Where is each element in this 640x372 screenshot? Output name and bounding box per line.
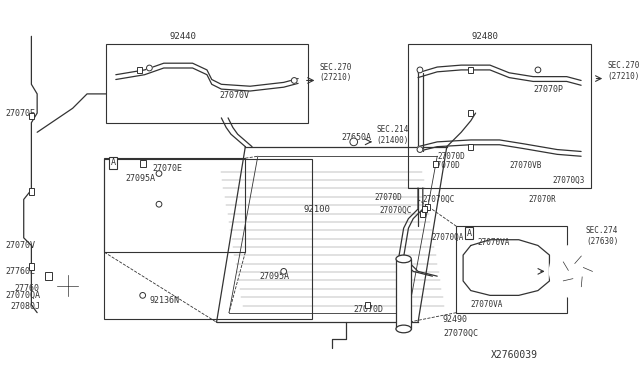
Bar [468,67,473,73]
Circle shape [417,147,423,153]
Text: 27760E: 27760E [6,267,35,276]
Text: 27760: 27760 [14,284,39,293]
Circle shape [54,272,81,299]
Text: SEC.214
(21400): SEC.214 (21400) [377,125,409,145]
Circle shape [291,78,297,83]
Text: X2760039: X2760039 [491,350,538,360]
Bar [29,112,35,119]
Bar [104,159,312,319]
Text: 27070P: 27070P [533,84,563,94]
Text: 27070Q3: 27070Q3 [552,176,585,185]
Text: 27070VA: 27070VA [471,301,503,310]
Bar [29,263,35,270]
Text: SEC.270
(27210): SEC.270 (27210) [319,63,351,83]
Text: 27070D: 27070D [354,305,384,314]
Circle shape [559,254,594,289]
Bar [425,204,430,210]
Text: A: A [467,228,472,237]
Text: 27070VA: 27070VA [477,238,510,247]
Ellipse shape [396,255,412,263]
Bar [420,211,425,217]
Circle shape [350,138,358,146]
Text: 27080J: 27080J [10,302,40,311]
Bar [408,44,591,188]
Bar [365,302,369,308]
Ellipse shape [396,325,412,333]
Bar [140,160,145,167]
Text: 92480: 92480 [472,32,499,41]
Circle shape [417,67,423,73]
Circle shape [156,201,162,207]
Text: 27070VB: 27070VB [509,161,541,170]
Text: 27070E: 27070E [6,109,35,118]
Circle shape [147,65,152,71]
Text: 27070QC: 27070QC [444,329,479,338]
Text: 27070QC: 27070QC [380,206,412,215]
Circle shape [156,171,162,176]
Bar [396,259,412,329]
Bar [468,144,473,150]
Text: 27070D: 27070D [375,193,403,202]
Circle shape [535,67,541,73]
Text: 27070V: 27070V [220,91,250,100]
Bar [29,188,35,195]
Circle shape [550,244,603,298]
Text: 27070R: 27070R [529,195,556,204]
Bar [104,158,245,252]
Text: A: A [111,158,115,167]
Bar [456,226,567,312]
Text: 27070D: 27070D [437,152,465,161]
Text: SEC.274
(27630): SEC.274 (27630) [586,226,618,246]
Text: 27070D: 27070D [433,161,460,170]
Text: 27650A: 27650A [341,132,371,142]
Text: 27095A: 27095A [125,174,156,183]
Bar [138,67,142,73]
Text: 92136N: 92136N [149,296,179,305]
Text: 27070QC: 27070QC [423,195,455,204]
Text: 92490: 92490 [442,315,467,324]
Text: 27070V: 27070V [6,241,35,250]
Text: 27070QA: 27070QA [431,233,464,242]
Text: SEC.270
(27210): SEC.270 (27210) [607,61,639,81]
Text: 27095A: 27095A [260,272,290,281]
Circle shape [281,269,287,274]
Text: 92440: 92440 [170,32,196,41]
Text: 27070E: 27070E [152,164,182,173]
Text: 27070QA: 27070QA [6,291,40,300]
Bar [468,110,473,116]
Bar [106,44,308,123]
Bar [45,272,52,280]
Bar [433,161,438,167]
Bar [422,206,427,212]
Text: 92100: 92100 [304,205,331,214]
Circle shape [60,278,76,294]
Circle shape [140,292,145,298]
